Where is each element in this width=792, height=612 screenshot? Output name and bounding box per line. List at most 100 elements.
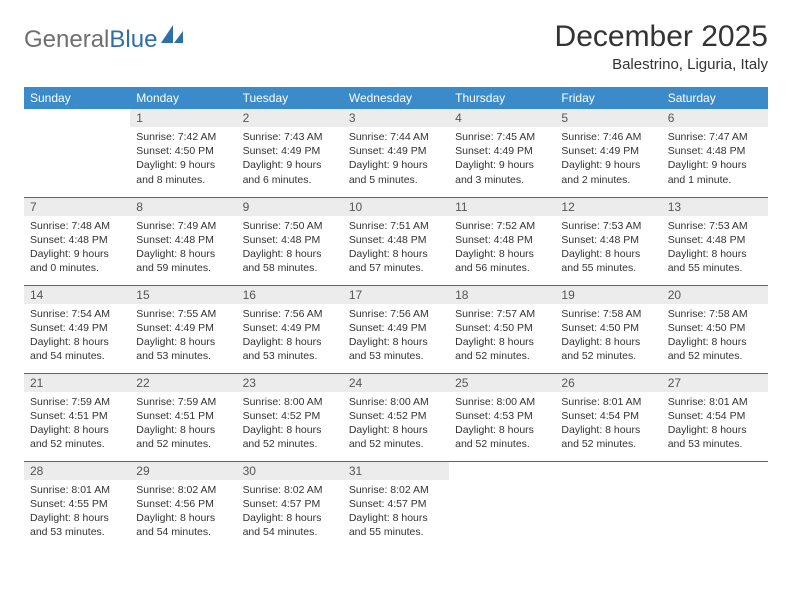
col-wednesday: Wednesday (343, 87, 449, 109)
calendar-cell: 8Sunrise: 7:49 AM Sunset: 4:48 PM Daylig… (130, 197, 236, 285)
day-text: Sunrise: 7:53 AM Sunset: 4:48 PM Dayligh… (555, 216, 661, 282)
location: Balestrino, Liguria, Italy (555, 56, 768, 73)
day-number: 1 (130, 109, 236, 127)
day-text: Sunrise: 7:44 AM Sunset: 4:49 PM Dayligh… (343, 127, 449, 193)
day-text: Sunrise: 7:59 AM Sunset: 4:51 PM Dayligh… (130, 392, 236, 458)
day-number: 21 (24, 374, 130, 392)
calendar-cell (555, 461, 661, 549)
day-number: 28 (24, 462, 130, 480)
day-text: Sunrise: 7:56 AM Sunset: 4:49 PM Dayligh… (343, 304, 449, 370)
page-title: December 2025 (555, 20, 768, 54)
calendar-cell: 7Sunrise: 7:48 AM Sunset: 4:48 PM Daylig… (24, 197, 130, 285)
logo: GeneralBlue (24, 20, 185, 54)
day-text: Sunrise: 7:58 AM Sunset: 4:50 PM Dayligh… (662, 304, 768, 370)
day-text: Sunrise: 7:56 AM Sunset: 4:49 PM Dayligh… (237, 304, 343, 370)
calendar-cell: 19Sunrise: 7:58 AM Sunset: 4:50 PM Dayli… (555, 285, 661, 373)
day-number: 19 (555, 286, 661, 304)
title-block: December 2025 Balestrino, Liguria, Italy (555, 20, 768, 73)
logo-text-2: Blue (109, 26, 157, 54)
day-text: Sunrise: 7:45 AM Sunset: 4:49 PM Dayligh… (449, 127, 555, 193)
calendar-cell: 15Sunrise: 7:55 AM Sunset: 4:49 PM Dayli… (130, 285, 236, 373)
day-number: 5 (555, 109, 661, 127)
calendar-cell: 25Sunrise: 8:00 AM Sunset: 4:53 PM Dayli… (449, 373, 555, 461)
day-text: Sunrise: 8:01 AM Sunset: 4:55 PM Dayligh… (24, 480, 130, 546)
day-text: Sunrise: 7:55 AM Sunset: 4:49 PM Dayligh… (130, 304, 236, 370)
day-number: 8 (130, 198, 236, 216)
calendar-cell: 17Sunrise: 7:56 AM Sunset: 4:49 PM Dayli… (343, 285, 449, 373)
calendar-cell: 28Sunrise: 8:01 AM Sunset: 4:55 PM Dayli… (24, 461, 130, 549)
calendar-cell: 10Sunrise: 7:51 AM Sunset: 4:48 PM Dayli… (343, 197, 449, 285)
calendar-cell: 27Sunrise: 8:01 AM Sunset: 4:54 PM Dayli… (662, 373, 768, 461)
calendar-cell: 30Sunrise: 8:02 AM Sunset: 4:57 PM Dayli… (237, 461, 343, 549)
day-number: 9 (237, 198, 343, 216)
calendar-cell (24, 109, 130, 197)
calendar-cell: 26Sunrise: 8:01 AM Sunset: 4:54 PM Dayli… (555, 373, 661, 461)
col-thursday: Thursday (449, 87, 555, 109)
day-number: 7 (24, 198, 130, 216)
day-number: 16 (237, 286, 343, 304)
day-number: 2 (237, 109, 343, 127)
day-text: Sunrise: 8:02 AM Sunset: 4:56 PM Dayligh… (130, 480, 236, 546)
day-text: Sunrise: 7:51 AM Sunset: 4:48 PM Dayligh… (343, 216, 449, 282)
day-text: Sunrise: 7:43 AM Sunset: 4:49 PM Dayligh… (237, 127, 343, 193)
day-text: Sunrise: 7:47 AM Sunset: 4:48 PM Dayligh… (662, 127, 768, 193)
day-text: Sunrise: 7:48 AM Sunset: 4:48 PM Dayligh… (24, 216, 130, 282)
calendar-cell: 6Sunrise: 7:47 AM Sunset: 4:48 PM Daylig… (662, 109, 768, 197)
calendar-row: 1Sunrise: 7:42 AM Sunset: 4:50 PM Daylig… (24, 109, 768, 197)
day-number: 24 (343, 374, 449, 392)
calendar-table: Sunday Monday Tuesday Wednesday Thursday… (24, 87, 768, 549)
day-number: 22 (130, 374, 236, 392)
col-friday: Friday (555, 87, 661, 109)
day-text: Sunrise: 8:02 AM Sunset: 4:57 PM Dayligh… (237, 480, 343, 546)
calendar-row: 7Sunrise: 7:48 AM Sunset: 4:48 PM Daylig… (24, 197, 768, 285)
day-number: 12 (555, 198, 661, 216)
calendar-cell: 23Sunrise: 8:00 AM Sunset: 4:52 PM Dayli… (237, 373, 343, 461)
day-text: Sunrise: 7:53 AM Sunset: 4:48 PM Dayligh… (662, 216, 768, 282)
calendar-cell: 9Sunrise: 7:50 AM Sunset: 4:48 PM Daylig… (237, 197, 343, 285)
calendar-cell: 21Sunrise: 7:59 AM Sunset: 4:51 PM Dayli… (24, 373, 130, 461)
day-text: Sunrise: 8:01 AM Sunset: 4:54 PM Dayligh… (555, 392, 661, 458)
calendar-cell: 12Sunrise: 7:53 AM Sunset: 4:48 PM Dayli… (555, 197, 661, 285)
day-text: Sunrise: 8:00 AM Sunset: 4:53 PM Dayligh… (449, 392, 555, 458)
day-number: 25 (449, 374, 555, 392)
calendar-cell: 5Sunrise: 7:46 AM Sunset: 4:49 PM Daylig… (555, 109, 661, 197)
calendar-cell: 22Sunrise: 7:59 AM Sunset: 4:51 PM Dayli… (130, 373, 236, 461)
col-monday: Monday (130, 87, 236, 109)
calendar-cell: 31Sunrise: 8:02 AM Sunset: 4:57 PM Dayli… (343, 461, 449, 549)
day-text: Sunrise: 8:02 AM Sunset: 4:57 PM Dayligh… (343, 480, 449, 546)
day-number: 31 (343, 462, 449, 480)
day-number: 30 (237, 462, 343, 480)
calendar-row: 21Sunrise: 7:59 AM Sunset: 4:51 PM Dayli… (24, 373, 768, 461)
day-text: Sunrise: 7:59 AM Sunset: 4:51 PM Dayligh… (24, 392, 130, 458)
calendar-page: GeneralBlue December 2025 Balestrino, Li… (0, 0, 792, 569)
calendar-head: Sunday Monday Tuesday Wednesday Thursday… (24, 87, 768, 109)
day-number: 13 (662, 198, 768, 216)
day-number: 29 (130, 462, 236, 480)
day-number: 6 (662, 109, 768, 127)
day-text: Sunrise: 7:50 AM Sunset: 4:48 PM Dayligh… (237, 216, 343, 282)
calendar-cell: 29Sunrise: 8:02 AM Sunset: 4:56 PM Dayli… (130, 461, 236, 549)
header: GeneralBlue December 2025 Balestrino, Li… (24, 20, 768, 73)
day-number: 17 (343, 286, 449, 304)
day-text: Sunrise: 7:49 AM Sunset: 4:48 PM Dayligh… (130, 216, 236, 282)
calendar-cell: 13Sunrise: 7:53 AM Sunset: 4:48 PM Dayli… (662, 197, 768, 285)
col-tuesday: Tuesday (237, 87, 343, 109)
day-number: 15 (130, 286, 236, 304)
calendar-row: 28Sunrise: 8:01 AM Sunset: 4:55 PM Dayli… (24, 461, 768, 549)
calendar-row: 14Sunrise: 7:54 AM Sunset: 4:49 PM Dayli… (24, 285, 768, 373)
logo-text-1: General (24, 26, 109, 54)
calendar-cell: 1Sunrise: 7:42 AM Sunset: 4:50 PM Daylig… (130, 109, 236, 197)
calendar-body: 1Sunrise: 7:42 AM Sunset: 4:50 PM Daylig… (24, 109, 768, 549)
calendar-cell: 20Sunrise: 7:58 AM Sunset: 4:50 PM Dayli… (662, 285, 768, 373)
day-text: Sunrise: 8:00 AM Sunset: 4:52 PM Dayligh… (343, 392, 449, 458)
calendar-cell: 24Sunrise: 8:00 AM Sunset: 4:52 PM Dayli… (343, 373, 449, 461)
day-number: 11 (449, 198, 555, 216)
day-number: 4 (449, 109, 555, 127)
day-text: Sunrise: 7:52 AM Sunset: 4:48 PM Dayligh… (449, 216, 555, 282)
day-number: 18 (449, 286, 555, 304)
calendar-cell (449, 461, 555, 549)
day-number: 26 (555, 374, 661, 392)
calendar-cell (662, 461, 768, 549)
calendar-cell: 3Sunrise: 7:44 AM Sunset: 4:49 PM Daylig… (343, 109, 449, 197)
day-text: Sunrise: 8:01 AM Sunset: 4:54 PM Dayligh… (662, 392, 768, 458)
